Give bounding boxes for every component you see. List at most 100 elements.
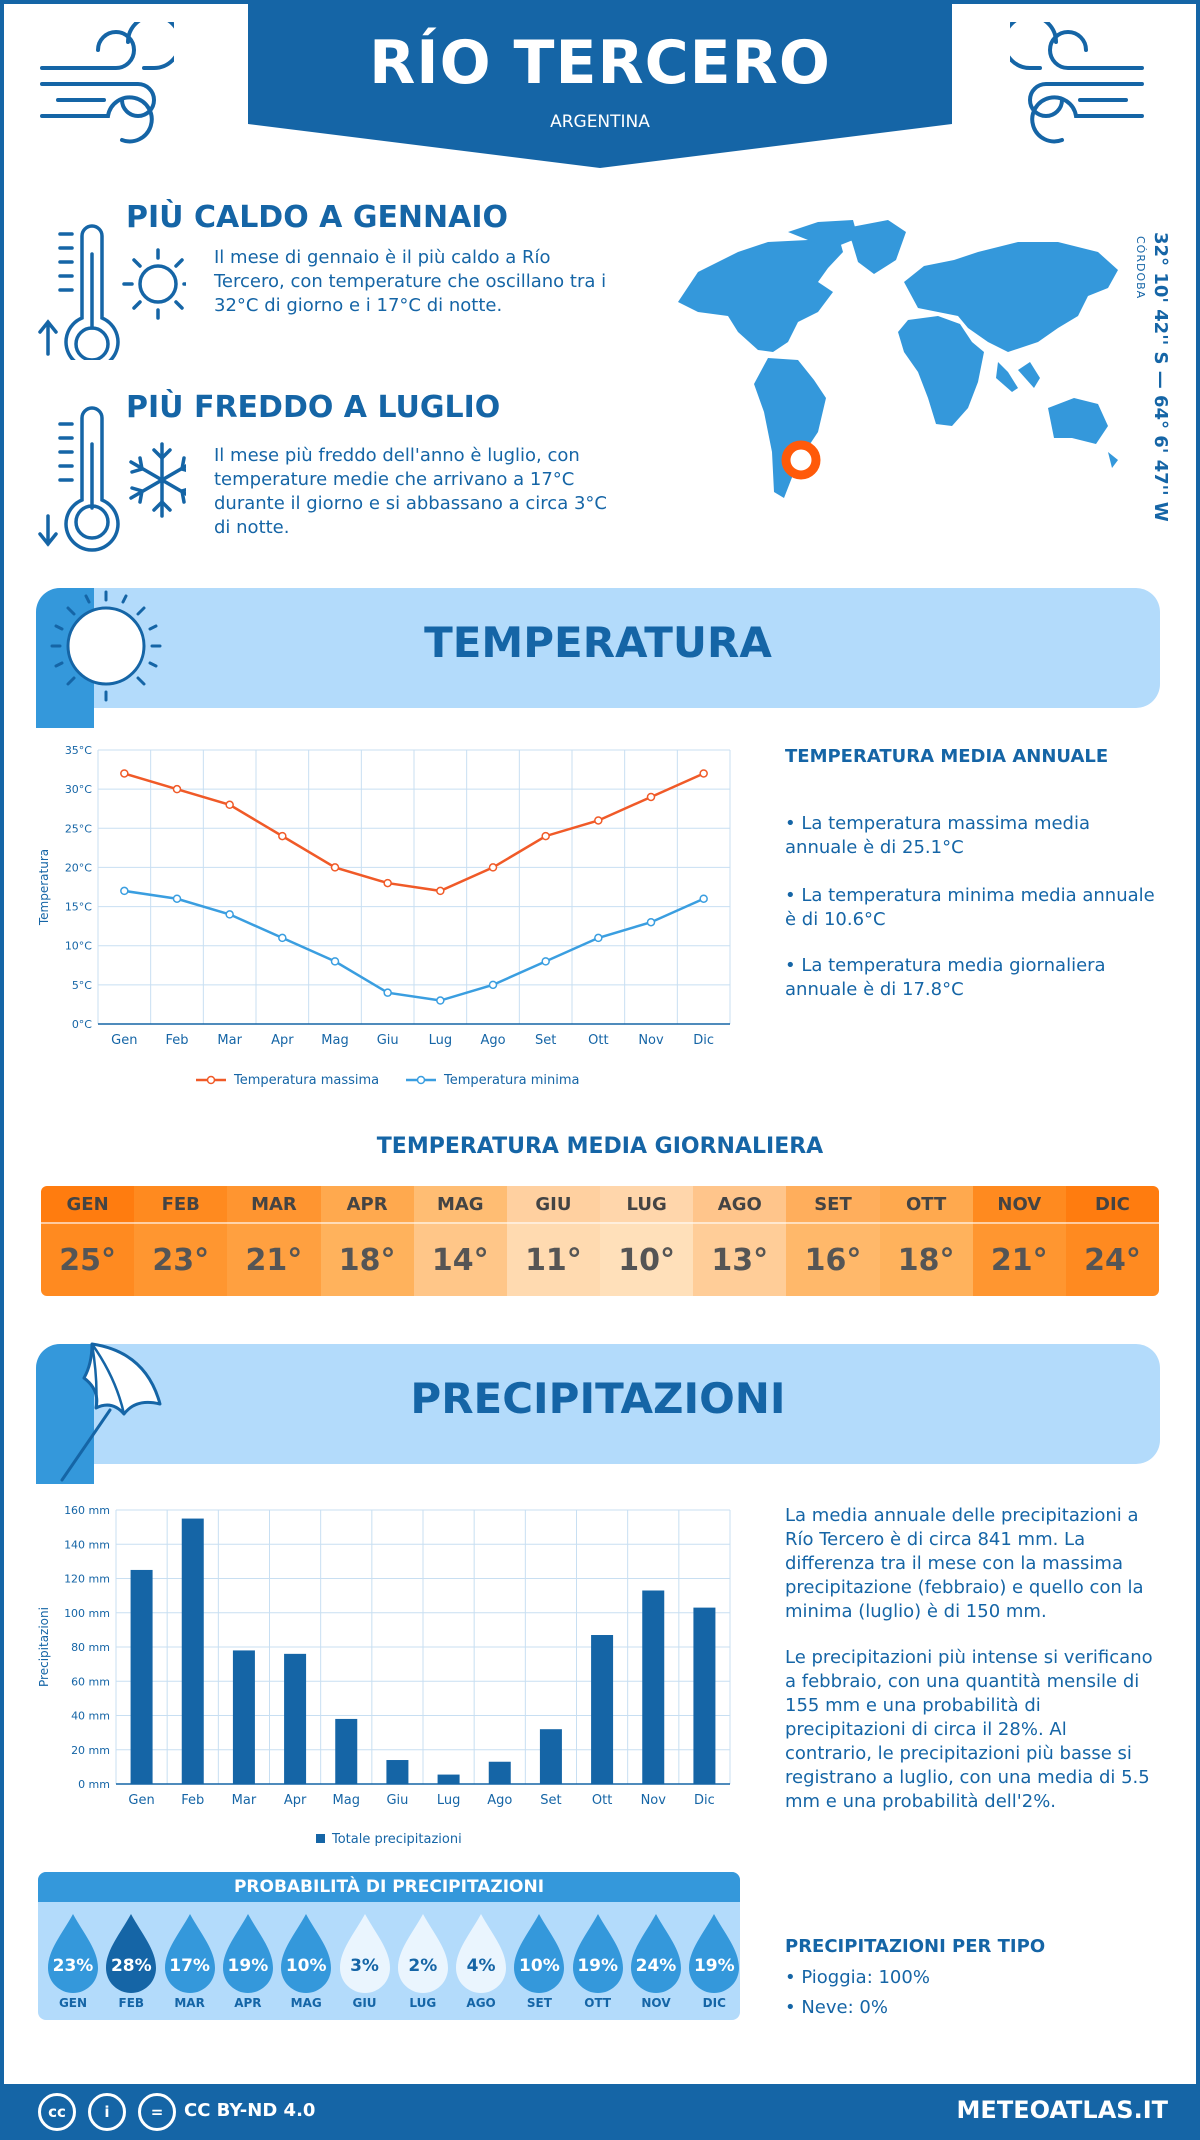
legend-marker: [416, 1075, 426, 1085]
data-point: [488, 980, 498, 990]
x-tick-label: Set: [540, 1793, 561, 1808]
annual-temp-title: TEMPERATURA MEDIA ANNUALE: [785, 746, 1109, 767]
license-label: CC BY-ND 4.0: [184, 2100, 316, 2121]
daily-value: 25°: [41, 1224, 135, 1296]
y-tick-label: 40 mm: [71, 1710, 110, 1723]
raindrop-icon: [222, 1914, 273, 1993]
raindrop-icon: [514, 1914, 565, 1993]
probability-value: 4%: [466, 1956, 496, 1976]
raindrop-icon: [164, 1914, 215, 1993]
data-point: [225, 800, 234, 810]
x-tick-label: Dic: [694, 1793, 715, 1808]
daily-temp-table: GEN 25° FEB 23° MAR 21° APR 18° MAG 14° GIU 11° LUG 1…: [41, 1186, 1159, 1296]
data-point: [646, 792, 656, 802]
country-label: ARGENTINA: [550, 112, 650, 132]
daily-value: 18°: [320, 1224, 414, 1296]
y-tick-label: 60 mm: [71, 1675, 110, 1688]
precip-type-rain: • Pioggia: 100%: [785, 1967, 930, 1988]
cold-text: Il mese più freddo dell'anno è luglio, c…: [214, 445, 607, 538]
daily-month: MAR: [227, 1186, 321, 1224]
probability-month: APR: [234, 1996, 262, 2010]
temperature-title: TEMPERATURA: [424, 618, 772, 667]
x-tick-label: Mar: [232, 1793, 257, 1808]
data-point: [541, 831, 550, 841]
probability-month: MAG: [290, 1996, 322, 2010]
probability-value: 17%: [169, 1956, 210, 1976]
daily-cell: AGO 13°: [693, 1186, 787, 1296]
precip-detail: Le precipitazioni più intense si verific…: [785, 1647, 1153, 1812]
hot-fact: PIÙ CALDO A GENNAIO Il mese di gennaio è…: [36, 200, 616, 330]
x-tick-label: Apr: [271, 1033, 294, 1048]
world-map: [678, 220, 1118, 498]
probability-month: SET: [526, 1996, 552, 2010]
data-point: [120, 769, 129, 778]
probability-drop: 2% LUG: [394, 1912, 452, 2012]
probability-drop: 28% FEB: [102, 1912, 160, 2012]
data-point: [646, 917, 656, 927]
precipitation-title: PRECIPITAZIONI: [410, 1374, 786, 1423]
daily-month: APR: [320, 1186, 414, 1224]
raindrop-icon: [48, 1914, 98, 1993]
daily-month: OTT: [879, 1186, 973, 1224]
data-point: [594, 933, 603, 943]
probability-month: LUG: [409, 1996, 437, 2010]
daily-value: 10°: [600, 1224, 694, 1296]
daily-value: 14°: [413, 1224, 507, 1296]
daily-month: DIC: [1065, 1186, 1159, 1224]
brand-link[interactable]: METEOATLAS.IT: [956, 2096, 1168, 2124]
x-tick-label: Mar: [217, 1033, 242, 1048]
data-point: [383, 878, 392, 888]
y-tick-label: 15°C: [65, 901, 92, 914]
daily-cell: GEN 25°: [41, 1186, 135, 1296]
precip-bar: [539, 1729, 562, 1784]
probability-month: DIC: [702, 1996, 726, 2010]
precip-bar: [130, 1569, 153, 1784]
x-tick-label: Lug: [437, 1793, 461, 1808]
daily-month: AGO: [693, 1186, 787, 1224]
annual-mean: • La temperatura media giornaliera annua…: [785, 955, 1106, 1000]
raindrop-icon: [281, 1914, 332, 1993]
wind-icon: [1010, 22, 1144, 144]
x-tick-label: Set: [535, 1033, 556, 1048]
y-axis-label: Temperatura: [37, 849, 51, 926]
daily-value: 18°: [879, 1224, 973, 1296]
data-point: [488, 863, 498, 872]
title-banner: RÍO TERCERO ARGENTINA: [248, 0, 952, 168]
y-axis-label: Precipitazioni: [37, 1607, 51, 1687]
precip-type-snow: • Neve: 0%: [785, 1997, 888, 2018]
daily-value: 21°: [227, 1224, 321, 1296]
y-tick-label: 20°C: [65, 861, 92, 874]
data-point: [172, 894, 182, 903]
probability-value: 10%: [519, 1956, 560, 1976]
precipitation-header: PRECIPITAZIONI: [36, 1342, 1160, 1484]
raindrop-icon: [631, 1914, 681, 1993]
data-point: [436, 996, 445, 1005]
daily-month: FEB: [134, 1186, 228, 1224]
daily-value: 23°: [134, 1224, 228, 1296]
x-tick-label: Feb: [165, 1033, 188, 1048]
precip-bar: [488, 1761, 511, 1784]
daily-cell: MAG 14°: [413, 1186, 507, 1296]
precipitation-chart: 0 mm 20 mm 40 mm 60 mm 80 mm 100 mm 120 mm 140 …: [37, 1504, 731, 1847]
annual-min: • La temperatura minima media annuale è …: [785, 885, 1155, 930]
city-title: RÍO TERCERO: [369, 28, 831, 98]
y-tick-label: 30°C: [65, 783, 92, 796]
region-label: CÓRDOBA: [1134, 236, 1147, 300]
probability-value: 19%: [693, 1956, 735, 1976]
raindrop-icon: [572, 1914, 623, 1993]
probability-value: 19%: [577, 1956, 619, 1976]
probability-drop: 19% DIC: [685, 1912, 740, 2012]
daily-cell: FEB 23°: [134, 1186, 228, 1296]
attribution-icon: i: [88, 2093, 126, 2131]
probability-month: GEN: [58, 1996, 88, 2010]
probability-month: MAR: [174, 1996, 205, 2010]
probability-drop: 10% MAG: [277, 1912, 335, 2012]
probability-value: 10%: [285, 1956, 327, 1976]
x-tick-label: Feb: [181, 1793, 204, 1808]
x-tick-label: Dic: [693, 1033, 714, 1048]
y-tick-label: 5°C: [72, 979, 92, 992]
x-tick-label: Gen: [128, 1793, 154, 1808]
probability-value: 19%: [227, 1956, 269, 1976]
daily-cell: LUG 10°: [600, 1186, 694, 1296]
precip-bar: [232, 1650, 255, 1784]
